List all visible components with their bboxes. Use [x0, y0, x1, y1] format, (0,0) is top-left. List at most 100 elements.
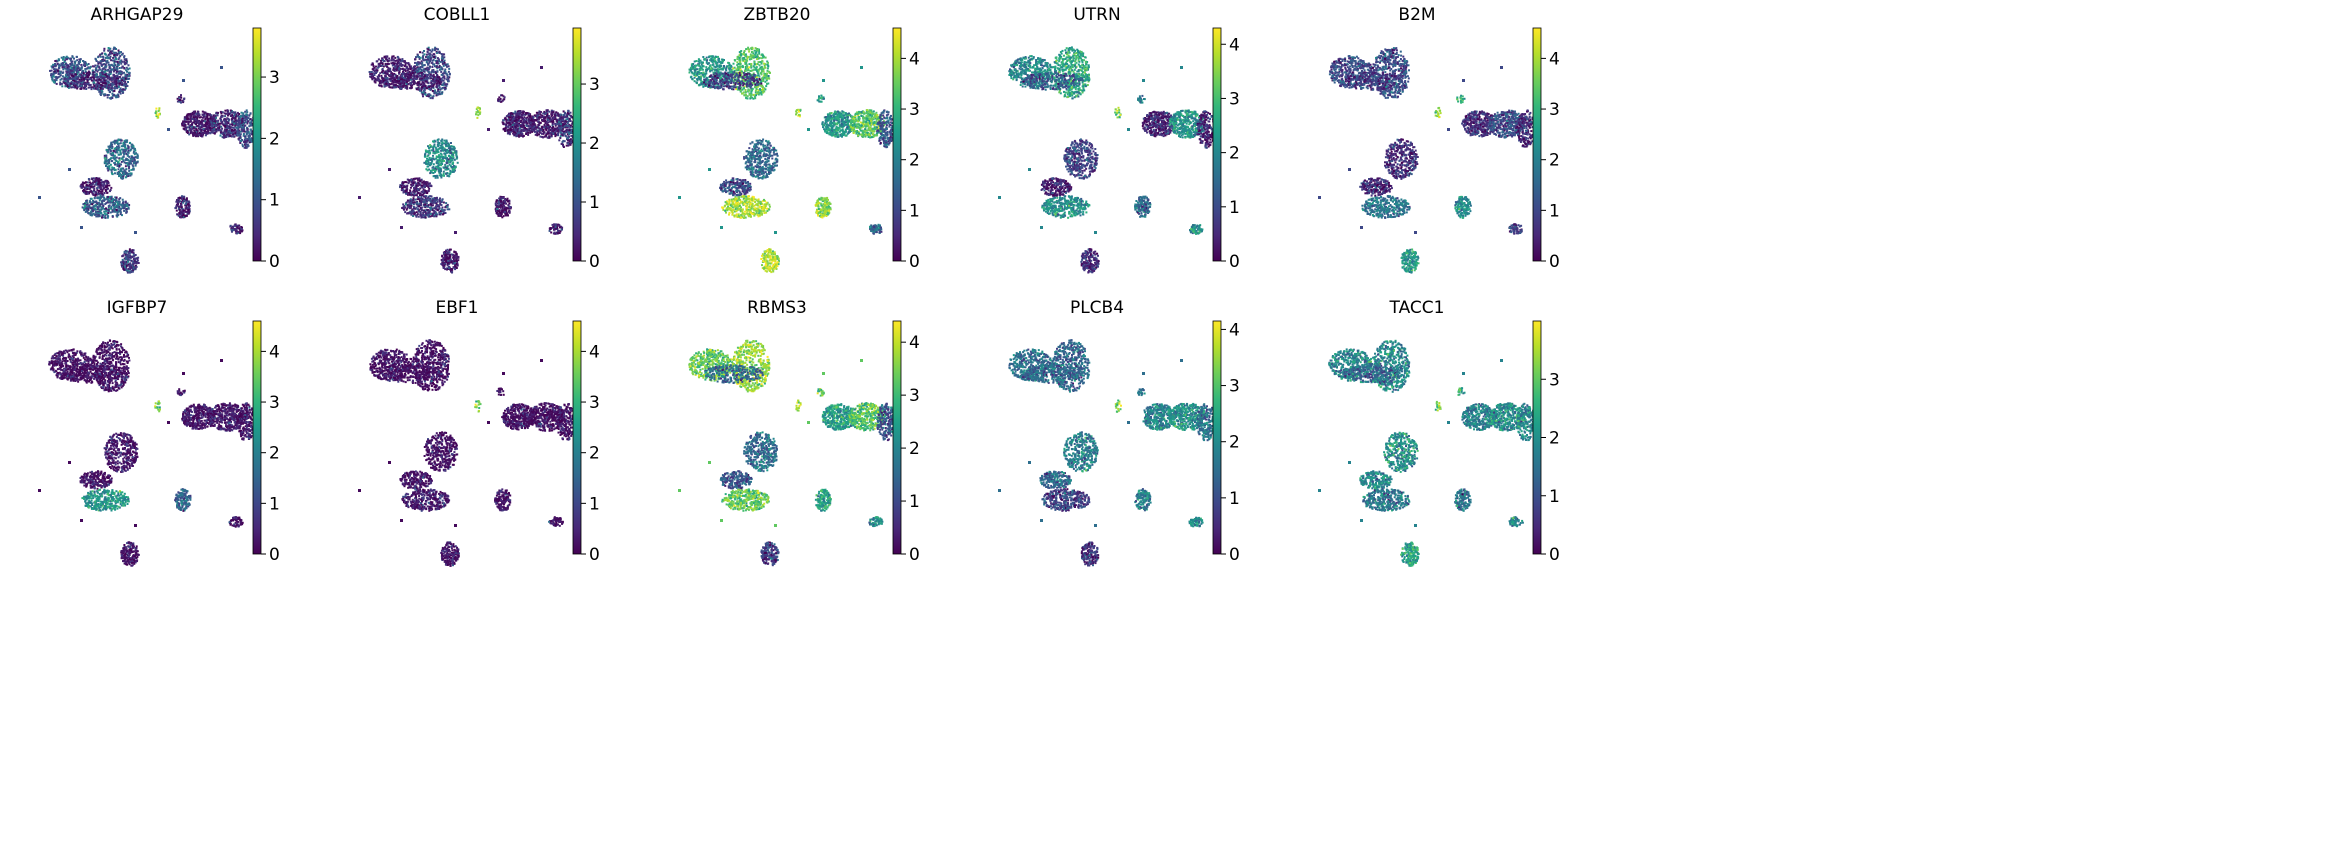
cell-point — [65, 73, 68, 76]
cell-point — [111, 143, 113, 146]
cell-point — [433, 63, 436, 66]
cell-point — [414, 65, 416, 68]
cell-point — [136, 153, 139, 156]
cell-point — [215, 128, 217, 131]
cell-point — [386, 76, 389, 79]
cell-point — [226, 110, 229, 113]
cell-point — [118, 201, 121, 204]
cell-point — [120, 62, 123, 65]
cell-point — [422, 95, 424, 98]
cell-point — [97, 178, 100, 181]
cell-point — [239, 137, 242, 139]
cell-point — [426, 75, 429, 78]
cell-point — [446, 63, 449, 66]
cell-point — [130, 162, 133, 165]
cell-point — [176, 213, 179, 216]
cell-point — [430, 77, 433, 80]
cell-point — [408, 63, 411, 66]
cell-point — [230, 130, 233, 133]
cell-point — [81, 75, 84, 78]
cell-point — [202, 128, 205, 131]
cell-point — [118, 162, 121, 165]
cell-point — [237, 118, 240, 121]
cell-point — [524, 126, 527, 129]
cell-point — [119, 210, 122, 213]
cell-point — [127, 267, 130, 270]
cell-point — [89, 211, 92, 214]
cell-point — [99, 73, 102, 76]
cell-point — [236, 111, 239, 114]
cell-point — [104, 210, 107, 213]
cell-point — [101, 77, 104, 80]
cell-point — [94, 207, 97, 210]
cell-point — [110, 78, 113, 81]
cell-point — [99, 198, 102, 201]
cell-point — [80, 84, 83, 87]
cell-point — [125, 84, 128, 86]
cell-point — [116, 203, 119, 206]
cell-point — [181, 196, 184, 199]
cell-point — [98, 181, 101, 184]
cell-point — [177, 201, 180, 204]
cell-point — [114, 151, 117, 154]
cell-point — [82, 185, 85, 188]
cell-point — [129, 263, 132, 266]
cell-point — [75, 65, 78, 68]
cell-point — [128, 252, 131, 255]
cell-point — [239, 133, 242, 136]
cell-point — [118, 164, 121, 167]
cell-point — [122, 150, 125, 153]
cell-point — [110, 159, 113, 162]
cell-point — [208, 113, 211, 116]
cell-point — [87, 63, 90, 65]
cell-point — [198, 113, 201, 116]
cell-point — [234, 223, 237, 226]
cell-point — [187, 211, 190, 214]
cell-point — [124, 176, 127, 179]
cell-point — [102, 58, 105, 61]
cell-point — [132, 167, 135, 170]
cell-point — [101, 200, 103, 203]
cell-point — [248, 139, 251, 142]
cell-point — [426, 68, 429, 71]
cell-point — [505, 123, 508, 126]
cell-point — [154, 111, 157, 114]
cell-point — [135, 152, 137, 155]
cell-point — [95, 204, 98, 206]
cell-point — [407, 67, 410, 70]
cell-point — [68, 70, 71, 73]
cell-point — [125, 263, 128, 266]
cell-point — [113, 59, 116, 62]
cell-point — [122, 200, 125, 203]
cell-point — [400, 80, 403, 83]
cell-point — [212, 124, 215, 127]
cell-point — [113, 62, 116, 65]
cell-point — [85, 67, 88, 70]
cell-point — [423, 90, 426, 92]
cell-point — [99, 212, 102, 215]
cell-point — [124, 139, 127, 142]
cell-point — [424, 80, 427, 83]
cell-point — [121, 76, 124, 79]
cell-point — [99, 79, 102, 81]
cell-point — [38, 196, 41, 199]
cell-point — [389, 79, 392, 82]
cell-point — [175, 200, 178, 203]
cell-point — [513, 123, 516, 126]
cell-point — [111, 197, 114, 200]
cell-point — [100, 212, 103, 215]
cell-point — [56, 77, 59, 79]
cell-point — [111, 92, 114, 95]
cell-point — [511, 124, 514, 126]
cell-point — [134, 264, 137, 267]
cell-point — [93, 87, 95, 90]
cell-point — [92, 177, 95, 180]
cell-point — [125, 172, 128, 174]
cell-point — [231, 120, 234, 123]
cell-point — [132, 251, 135, 254]
cell-point — [245, 109, 248, 112]
cell-point — [249, 124, 252, 127]
cell-point — [116, 75, 119, 78]
cell-point — [105, 86, 108, 89]
cell-point — [210, 114, 213, 117]
